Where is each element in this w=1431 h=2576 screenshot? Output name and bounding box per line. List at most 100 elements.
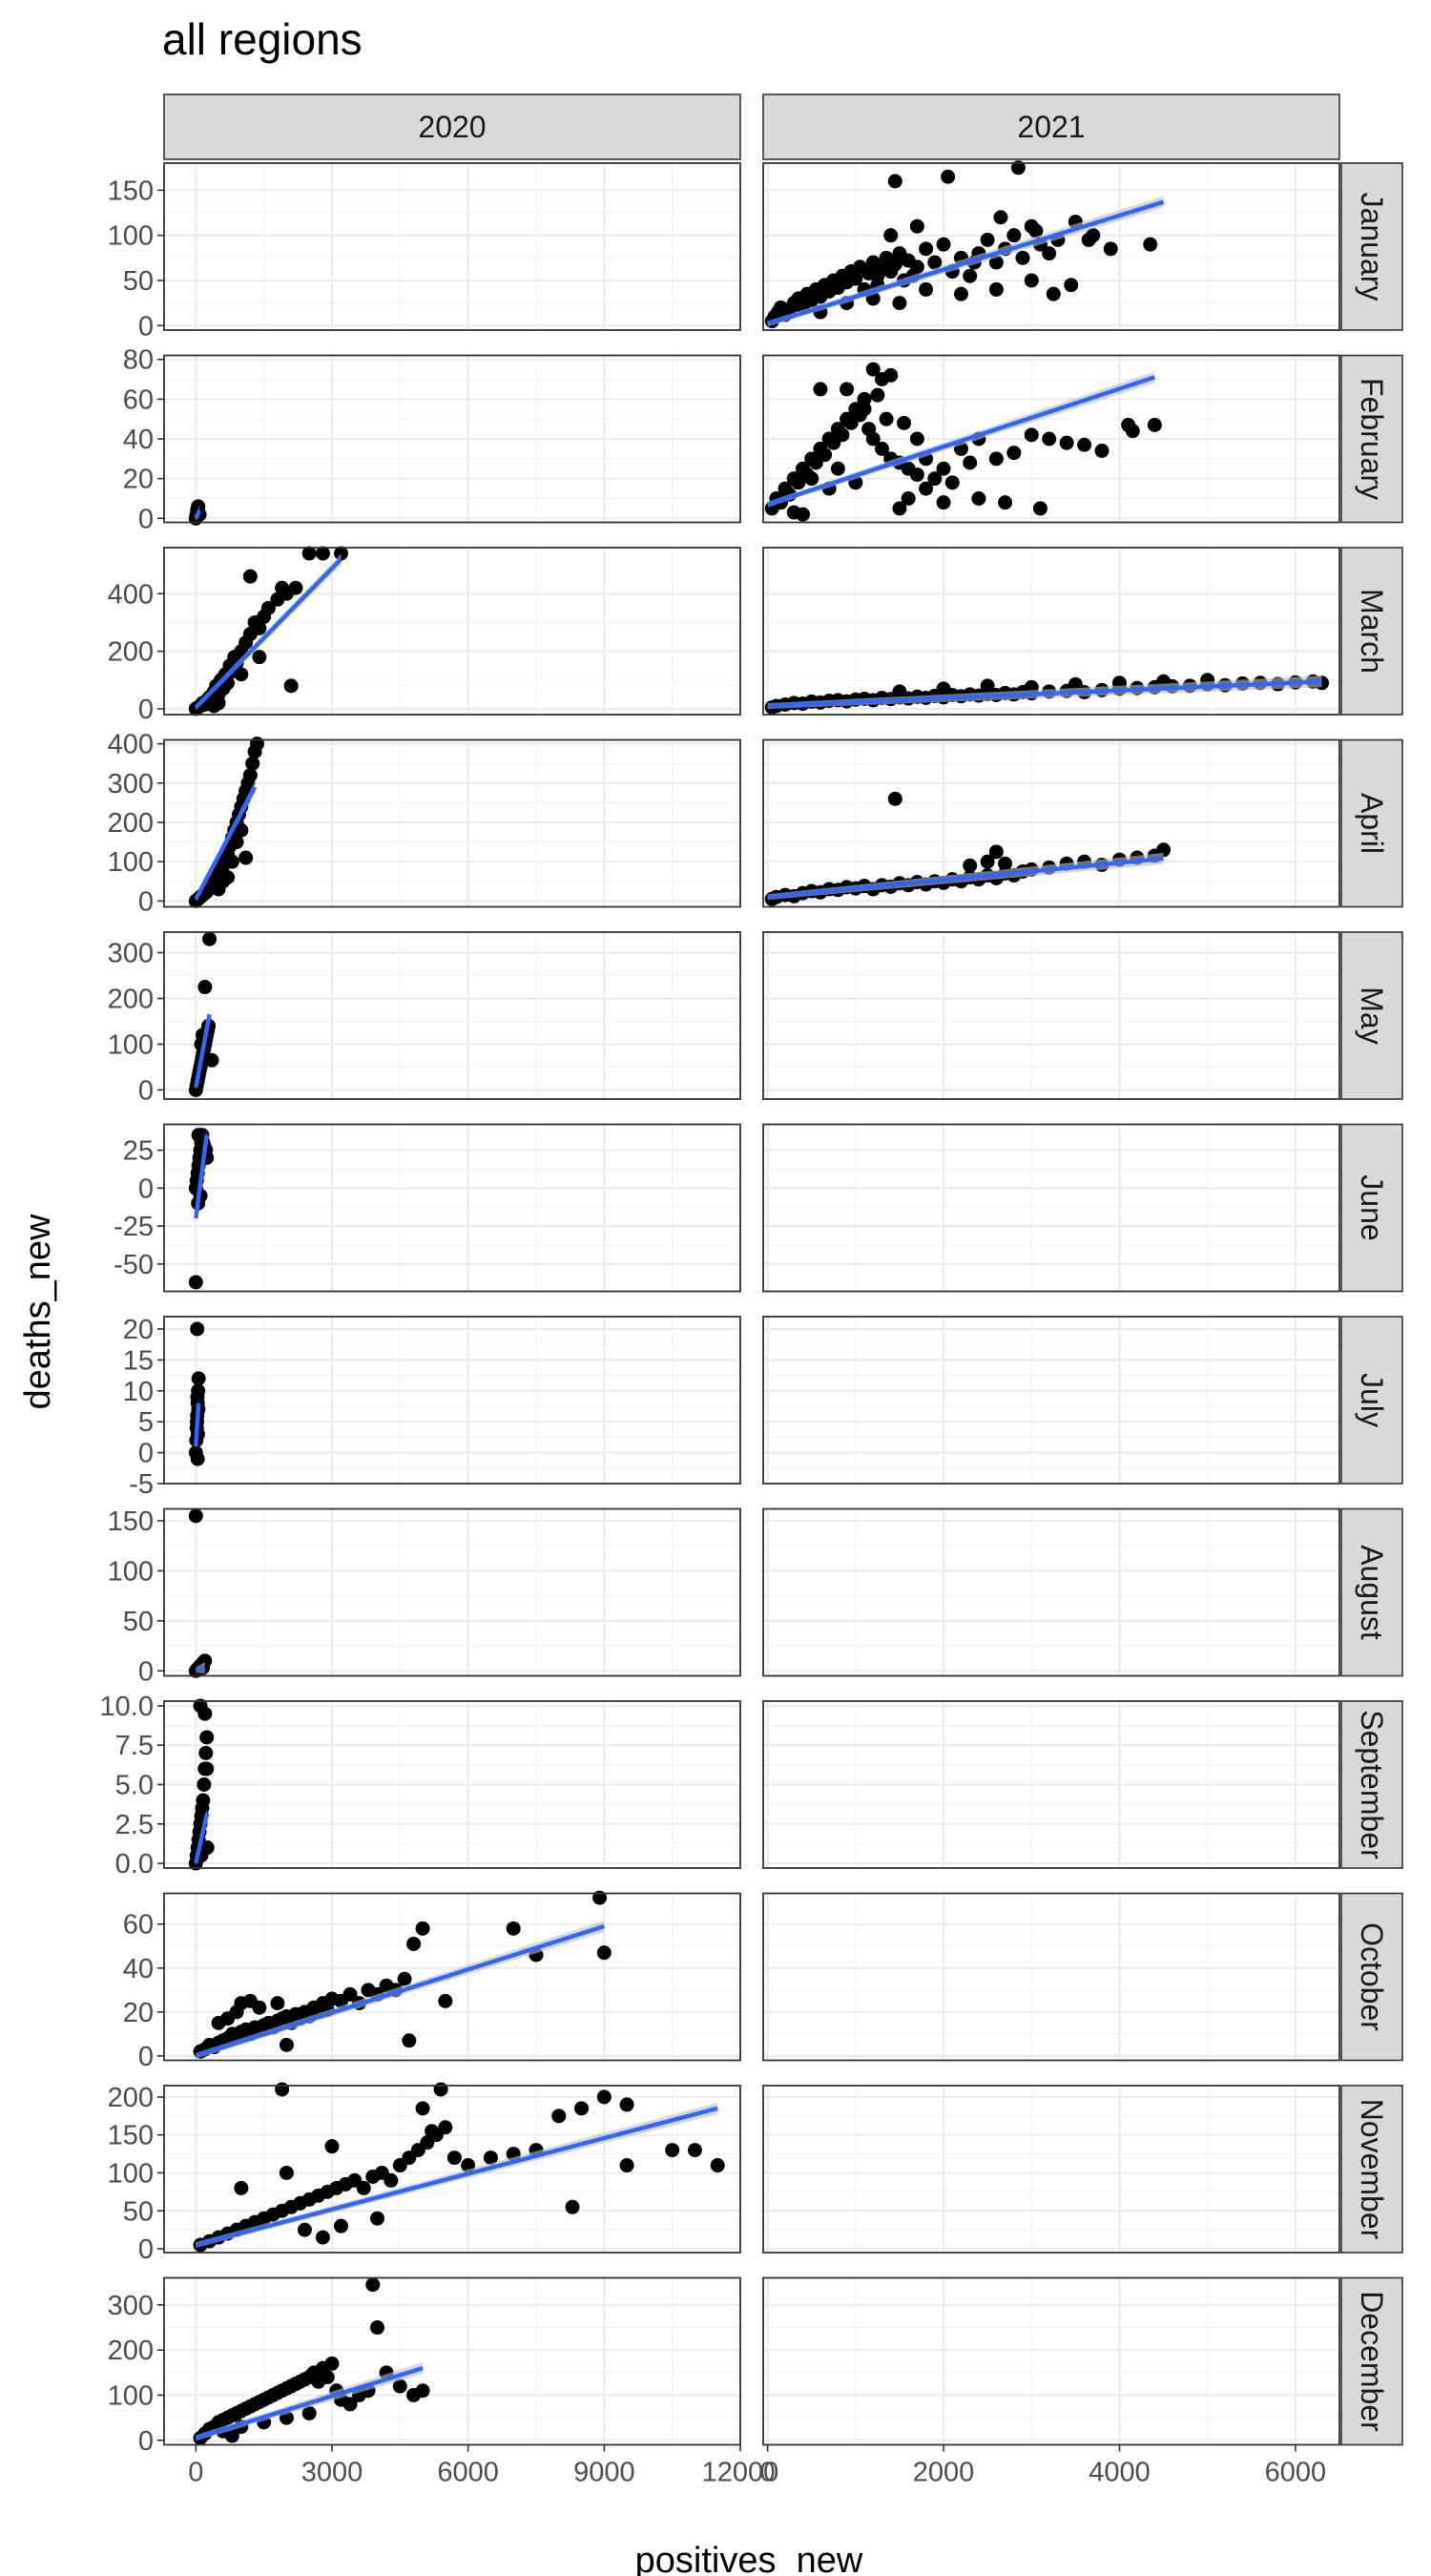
fit-line (194, 1402, 201, 1447)
data-point (197, 1777, 212, 1792)
x-tick-label: 9000 (573, 2458, 635, 2488)
data-point (665, 2143, 680, 2158)
x-tick-label: 6000 (1265, 2458, 1327, 2488)
y-axis-title: deaths_new (18, 1214, 58, 1409)
data-point (596, 2089, 612, 2105)
y-tick-label: -5 (129, 1469, 154, 1500)
data-point (446, 2150, 462, 2166)
data-point (438, 1993, 453, 2008)
panel-march-2020 (163, 546, 741, 717)
fit-line (195, 1923, 606, 2059)
y-tick-label: -50 (114, 1250, 154, 1280)
y-tick-label: 200 (108, 2083, 154, 2113)
data-point (224, 2428, 239, 2443)
data-point (887, 174, 902, 189)
panel-background (763, 932, 1339, 1099)
data-point (596, 1945, 612, 1961)
data-point (229, 2005, 244, 2020)
data-point (1032, 501, 1047, 516)
y-tick-label: 300 (108, 939, 154, 969)
fit-line (194, 1812, 210, 1864)
fit-line (195, 1665, 206, 1672)
panel-february-2021 (762, 354, 1340, 524)
data-point (919, 481, 934, 496)
panel-september-2021 (762, 1700, 1340, 1869)
y-tick-label: 100 (108, 2158, 154, 2189)
row-strip-december (1340, 2276, 1403, 2446)
data-point (506, 1921, 521, 1936)
column-strip-label-2021: 2021 (1017, 110, 1085, 144)
data-point (370, 2320, 385, 2336)
row-strip-april (1340, 738, 1403, 908)
data-point (887, 791, 902, 806)
y-tick-label: 200 (108, 808, 154, 839)
data-point (206, 698, 221, 714)
data-point (204, 1052, 219, 1068)
panel-may-2021 (762, 931, 1340, 1100)
data-point (1024, 427, 1039, 443)
y-tick-label: 100 (108, 1556, 154, 1587)
data-point (433, 2082, 448, 2097)
data-point (1006, 446, 1022, 461)
data-point (202, 931, 218, 946)
data-point (199, 1761, 215, 1776)
data-point (980, 232, 995, 247)
row-strip-label-march: March (1355, 589, 1389, 674)
x-tick-label: 0 (760, 2458, 776, 2488)
column-strip-2021 (762, 93, 1340, 160)
data-point (438, 2120, 453, 2135)
data-point (1042, 246, 1057, 261)
panel-december-2020 (163, 2276, 741, 2446)
data-point (333, 2218, 348, 2233)
panel-july-2021 (762, 1316, 1340, 1485)
fit-line (195, 2365, 424, 2441)
data-point (1125, 424, 1140, 439)
data-point (551, 2109, 567, 2124)
data-point (342, 1986, 358, 2002)
y-tick-label: 100 (108, 1029, 154, 1060)
panel-april-2020 (163, 737, 741, 908)
row-strip-label-september: September (1355, 1710, 1389, 1859)
data-point (365, 2277, 381, 2293)
data-point (188, 1275, 203, 1290)
data-point (301, 2405, 317, 2420)
data-point (892, 684, 907, 699)
data-point (998, 856, 1013, 871)
data-point (190, 1451, 205, 1466)
panel-border (762, 2085, 1340, 2254)
y-tick-label: 7.5 (115, 1731, 154, 1761)
fit-line (195, 2106, 718, 2248)
panel-january-2021 (762, 160, 1340, 331)
axes: 0501001500204060800200400010020030040001… (100, 176, 1327, 2487)
row-strip-label-december: December (1355, 2291, 1389, 2432)
data-point (927, 471, 943, 487)
data-point (936, 495, 951, 510)
fit-line (194, 1013, 212, 1089)
panel-background (763, 2277, 1339, 2445)
data-point (279, 2165, 294, 2180)
data-point (1103, 241, 1118, 257)
data-point (813, 382, 828, 397)
y-tick-label: 0 (138, 695, 154, 725)
panel-october-2020 (163, 1890, 741, 2062)
data-point (283, 678, 299, 694)
row-strip-label-october: October (1355, 1922, 1389, 2031)
x-tick-label: 0 (188, 2458, 203, 2488)
panel-border (163, 1316, 741, 1485)
row-strip-october (1340, 1892, 1403, 2062)
data-point (971, 491, 986, 506)
row-strip-september (1340, 1700, 1403, 1869)
y-tick-label: -25 (114, 1212, 154, 1242)
y-tick-label: 80 (123, 345, 154, 376)
data-point (818, 447, 833, 463)
panel-border (762, 547, 1340, 716)
row-strip-label-july: July (1355, 1373, 1389, 1427)
data-point (887, 257, 902, 272)
data-point (425, 2124, 440, 2139)
row-strip-june (1340, 1123, 1403, 1293)
panel-border (762, 931, 1340, 1100)
fit-line (194, 785, 258, 901)
data-point (270, 1996, 285, 2011)
y-tick-label: 0 (138, 2042, 154, 2072)
panel-background (164, 739, 740, 907)
